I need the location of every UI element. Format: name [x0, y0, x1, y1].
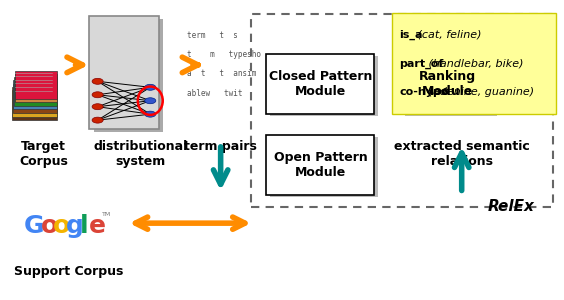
Text: TM: TM: [102, 212, 111, 217]
Text: is_a: is_a: [399, 29, 422, 40]
FancyBboxPatch shape: [94, 19, 163, 132]
Text: co-hypo: co-hypo: [399, 87, 448, 98]
Text: g: g: [66, 214, 84, 238]
Circle shape: [145, 111, 156, 117]
Bar: [14, 80, 57, 110]
Text: o: o: [41, 214, 58, 238]
Circle shape: [92, 78, 103, 84]
Text: e: e: [89, 214, 107, 238]
Bar: [12, 90, 57, 120]
FancyBboxPatch shape: [402, 54, 494, 114]
Text: (adenine, guanine): (adenine, guanine): [425, 87, 535, 98]
Text: Support Corpus: Support Corpus: [14, 265, 123, 278]
Text: a  t   t  ansim: a t t ansim: [187, 69, 257, 78]
Circle shape: [145, 98, 156, 104]
Text: l: l: [80, 214, 89, 238]
FancyBboxPatch shape: [270, 56, 378, 116]
Text: Ranking
Module: Ranking Module: [419, 70, 477, 98]
FancyBboxPatch shape: [393, 13, 556, 114]
Circle shape: [92, 104, 103, 110]
Circle shape: [145, 84, 156, 90]
Circle shape: [92, 92, 103, 98]
FancyBboxPatch shape: [270, 137, 378, 196]
Bar: [13, 84, 57, 113]
FancyBboxPatch shape: [406, 56, 497, 116]
Bar: [12, 87, 57, 117]
Text: term pairs: term pairs: [184, 140, 257, 152]
Text: t    m   typesho: t m typesho: [187, 50, 261, 59]
Text: (handlebar, bike): (handlebar, bike): [425, 58, 524, 68]
Text: Closed Pattern
Module: Closed Pattern Module: [268, 70, 372, 98]
FancyBboxPatch shape: [89, 16, 158, 129]
Circle shape: [92, 117, 103, 123]
Text: extracted semantic
relations: extracted semantic relations: [394, 140, 530, 167]
Text: distributional
system: distributional system: [93, 140, 187, 167]
Text: o: o: [53, 214, 70, 238]
Text: (cat, feline): (cat, feline): [414, 29, 482, 39]
Bar: [15, 74, 57, 102]
Text: G: G: [24, 214, 45, 238]
Text: term   t  s: term t s: [187, 31, 238, 40]
FancyBboxPatch shape: [266, 54, 374, 114]
FancyBboxPatch shape: [266, 135, 374, 195]
Text: part_of: part_of: [399, 58, 443, 68]
Bar: [15, 70, 57, 99]
Text: ablew   twit: ablew twit: [187, 89, 243, 98]
Text: Target
Corpus: Target Corpus: [19, 140, 68, 167]
Text: RelEx: RelEx: [488, 199, 535, 214]
Text: Open Pattern
Module: Open Pattern Module: [274, 151, 367, 179]
Bar: [14, 77, 57, 106]
